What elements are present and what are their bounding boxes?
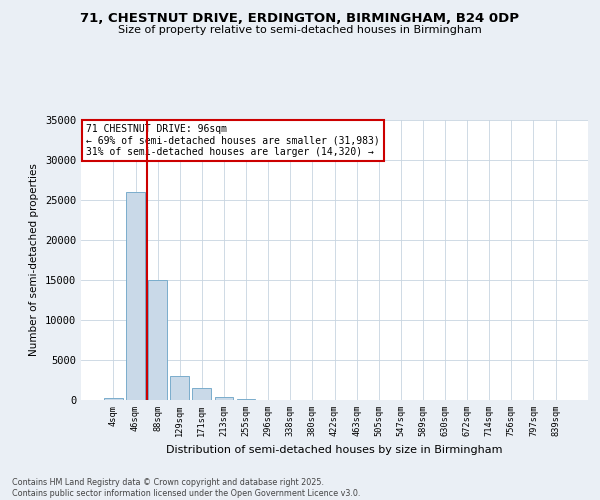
Bar — [104, 398, 123, 400]
Bar — [215, 397, 233, 400]
Bar — [126, 192, 145, 400]
Bar — [193, 388, 211, 400]
Text: Contains HM Land Registry data © Crown copyright and database right 2025.
Contai: Contains HM Land Registry data © Crown c… — [12, 478, 361, 498]
Text: Size of property relative to semi-detached houses in Birmingham: Size of property relative to semi-detach… — [118, 25, 482, 35]
Bar — [236, 399, 256, 400]
X-axis label: Distribution of semi-detached houses by size in Birmingham: Distribution of semi-detached houses by … — [166, 444, 503, 454]
Text: 71 CHESTNUT DRIVE: 96sqm
← 69% of semi-detached houses are smaller (31,983)
31% : 71 CHESTNUT DRIVE: 96sqm ← 69% of semi-d… — [86, 124, 380, 158]
Bar — [170, 376, 189, 400]
Bar — [148, 280, 167, 400]
Y-axis label: Number of semi-detached properties: Number of semi-detached properties — [29, 164, 40, 356]
Text: 71, CHESTNUT DRIVE, ERDINGTON, BIRMINGHAM, B24 0DP: 71, CHESTNUT DRIVE, ERDINGTON, BIRMINGHA… — [80, 12, 520, 26]
